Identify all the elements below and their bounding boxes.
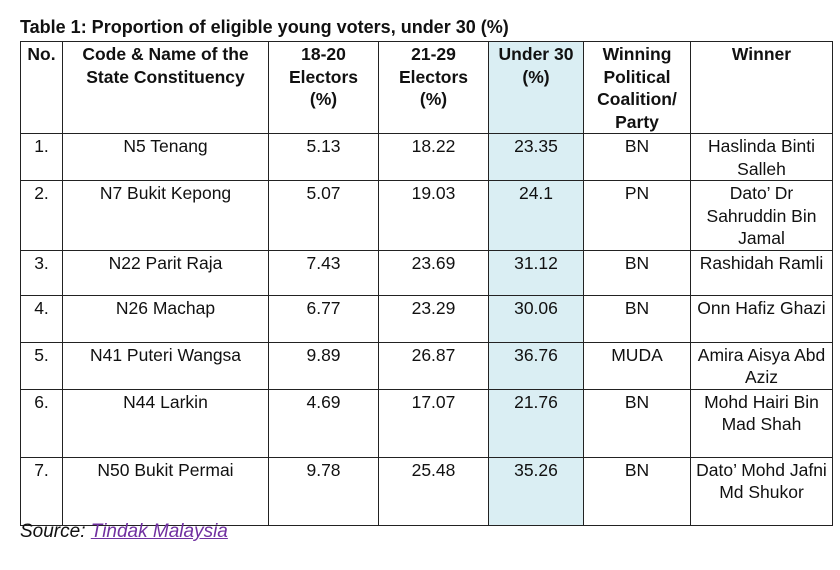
header-cell: 21-29 Electors (%) — [378, 41, 489, 134]
table-cell: 19.03 — [378, 180, 489, 251]
table-cell: PN — [583, 180, 691, 251]
header-cell: Under 30 (%) — [488, 41, 584, 134]
table-cell: N50 Bukit Permai — [62, 456, 269, 526]
table-cell: 2. — [20, 180, 63, 251]
table-cell: 17.07 — [378, 388, 489, 458]
table-cell: 5. — [20, 341, 63, 390]
table-cell: BN — [583, 456, 691, 526]
table-cell: BN — [583, 133, 691, 181]
header-cell: No. — [20, 41, 63, 134]
table-cell: N22 Parit Raja — [62, 249, 269, 296]
table-cell: Rashidah Ramli — [690, 249, 833, 296]
header-cell: Winner — [690, 41, 833, 134]
table-cell: 9.89 — [268, 341, 379, 390]
table-cell: Dato’ Mohd Jafni Md Shukor — [690, 456, 833, 526]
table-row: 7. N50 Bukit Permai 9.78 25.48 35.26 BN Dato’ … — [20, 456, 833, 526]
table-row: 5. N41 Puteri Wangsa 9.89 26.87 36.76 MUDA Ami… — [20, 341, 833, 390]
table-cell: 1. — [20, 133, 63, 181]
table-cell: 3. — [20, 249, 63, 296]
header-row: No. Code & Name of the State Constituency… — [20, 41, 833, 134]
table-cell: 30.06 — [488, 294, 584, 343]
header-cell: Winning Political Coalition/ Party — [583, 41, 691, 134]
table-cell: 31.12 — [488, 249, 584, 296]
table-cell: N5 Tenang — [62, 133, 269, 181]
source-link[interactable]: Tindak Malaysia — [90, 521, 228, 542]
table-cell: 35.26 — [488, 456, 584, 526]
table-cell: Onn Hafiz Ghazi — [690, 294, 833, 343]
table-cell: 6. — [20, 388, 63, 458]
table-title: Table 1: Proportion of eligible young vo… — [20, 17, 509, 37]
table-row: 2. N7 Bukit Kepong 5.07 19.03 24.1 PN Dato’ Dr… — [20, 180, 833, 251]
table-cell: 18.22 — [378, 133, 489, 181]
table-row: 4. N26 Machap 6.77 23.29 30.06 BN Onn Hafiz Gh… — [20, 294, 833, 343]
header-cell: Code & Name of the State Constituency — [62, 41, 269, 134]
table-row: 3. N22 Parit Raja 7.43 23.69 31.12 BN Rashidah… — [20, 249, 833, 296]
table-cell: MUDA — [583, 341, 691, 390]
table-cell: 5.07 — [268, 180, 379, 251]
table-cell: 4.69 — [268, 388, 379, 458]
table-cell: N41 Puteri Wangsa — [62, 341, 269, 390]
table-cell: N44 Larkin — [62, 388, 269, 458]
table-cell: 25.48 — [378, 456, 489, 526]
table-cell: Amira Aisya Abd Aziz — [690, 341, 833, 390]
table-cell: 23.35 — [488, 133, 584, 181]
header-cell: 18-20 Electors (%) — [268, 41, 379, 134]
source-label: Source: — [20, 521, 86, 542]
table-cell: 23.69 — [378, 249, 489, 296]
table-cell: 4. — [20, 294, 63, 343]
table-cell: 26.87 — [378, 341, 489, 390]
table-cell: BN — [583, 294, 691, 343]
table-cell: 21.76 — [488, 388, 584, 458]
voters-table: No. Code & Name of the State Constituency… — [20, 41, 833, 526]
table-cell: BN — [583, 249, 691, 296]
table-body: 1. N5 Tenang 5.13 18.22 23.35 BN Haslinda Bint… — [20, 133, 833, 526]
table-cell: N7 Bukit Kepong — [62, 180, 269, 251]
table-cell: 6.77 — [268, 294, 379, 343]
table-cell: 24.1 — [488, 180, 584, 251]
source: Source: Tindak Malaysia — [20, 521, 228, 543]
table-row: 6. N44 Larkin 4.69 17.07 21.76 BN Mohd Hairi B… — [20, 388, 833, 458]
table-cell: BN — [583, 388, 691, 458]
table-cell: 7.43 — [268, 249, 379, 296]
table-cell: Haslinda Binti Salleh — [690, 133, 833, 181]
table-cell: 23.29 — [378, 294, 489, 343]
table-cell: Mohd Hairi Bin Mad Shah — [690, 388, 833, 458]
table-cell: 36.76 — [488, 341, 584, 390]
table-cell: Dato’ Dr Sahruddin Bin Jamal — [690, 180, 833, 251]
table-cell: 5.13 — [268, 133, 379, 181]
table-cell: N26 Machap — [62, 294, 269, 343]
table-cell: 9.78 — [268, 456, 379, 526]
table-row: 1. N5 Tenang 5.13 18.22 23.35 BN Haslinda Bint… — [20, 133, 833, 181]
table-cell: 7. — [20, 456, 63, 526]
